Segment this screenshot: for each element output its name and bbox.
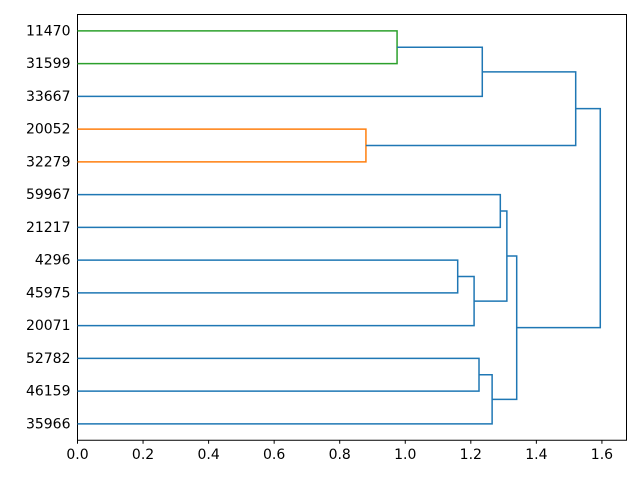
dendrogram-link [77,193,502,229]
leaf-label: 45975 [26,285,71,301]
x-tick-label: 1.0 [394,447,416,463]
dendrogram-link [77,46,484,98]
leaf-label: 46159 [26,384,71,400]
leaf-label: 4296 [35,253,71,269]
leaf-label: 33667 [26,89,71,105]
dendrogram-link [77,357,480,392]
dendrogram-link [77,259,459,294]
x-tick-label: 1.2 [460,447,482,463]
dendrogram-link [77,374,493,425]
dendrogram-link [77,30,398,65]
x-tick-label: 0.2 [132,447,154,463]
leaf-label: 32279 [26,154,71,170]
dendrogram-link [474,210,508,302]
leaf-label: 59967 [26,187,71,203]
x-tick-label: 0.8 [329,447,351,463]
x-tick-label: 0.6 [263,447,285,463]
leaf-label: 31599 [26,56,71,72]
dendrogram-link [77,128,367,163]
dendrogram-link [516,107,602,329]
x-tick-label: 1.6 [591,447,613,463]
leaf-label: 20071 [26,318,71,334]
leaf-label: 21217 [26,220,71,236]
dendrogram-link [365,71,577,147]
leaf-label: 11470 [26,23,71,39]
leaf-label: 52782 [26,351,71,367]
x-tick-label: 1.4 [525,447,547,463]
dendrogram-link [492,255,518,401]
dendrogram-link [77,275,475,327]
x-tick-label: 0.0 [66,447,88,463]
x-tick-label: 0.4 [197,447,219,463]
leaf-label: 35966 [26,416,71,432]
leaf-label: 20052 [26,122,71,138]
